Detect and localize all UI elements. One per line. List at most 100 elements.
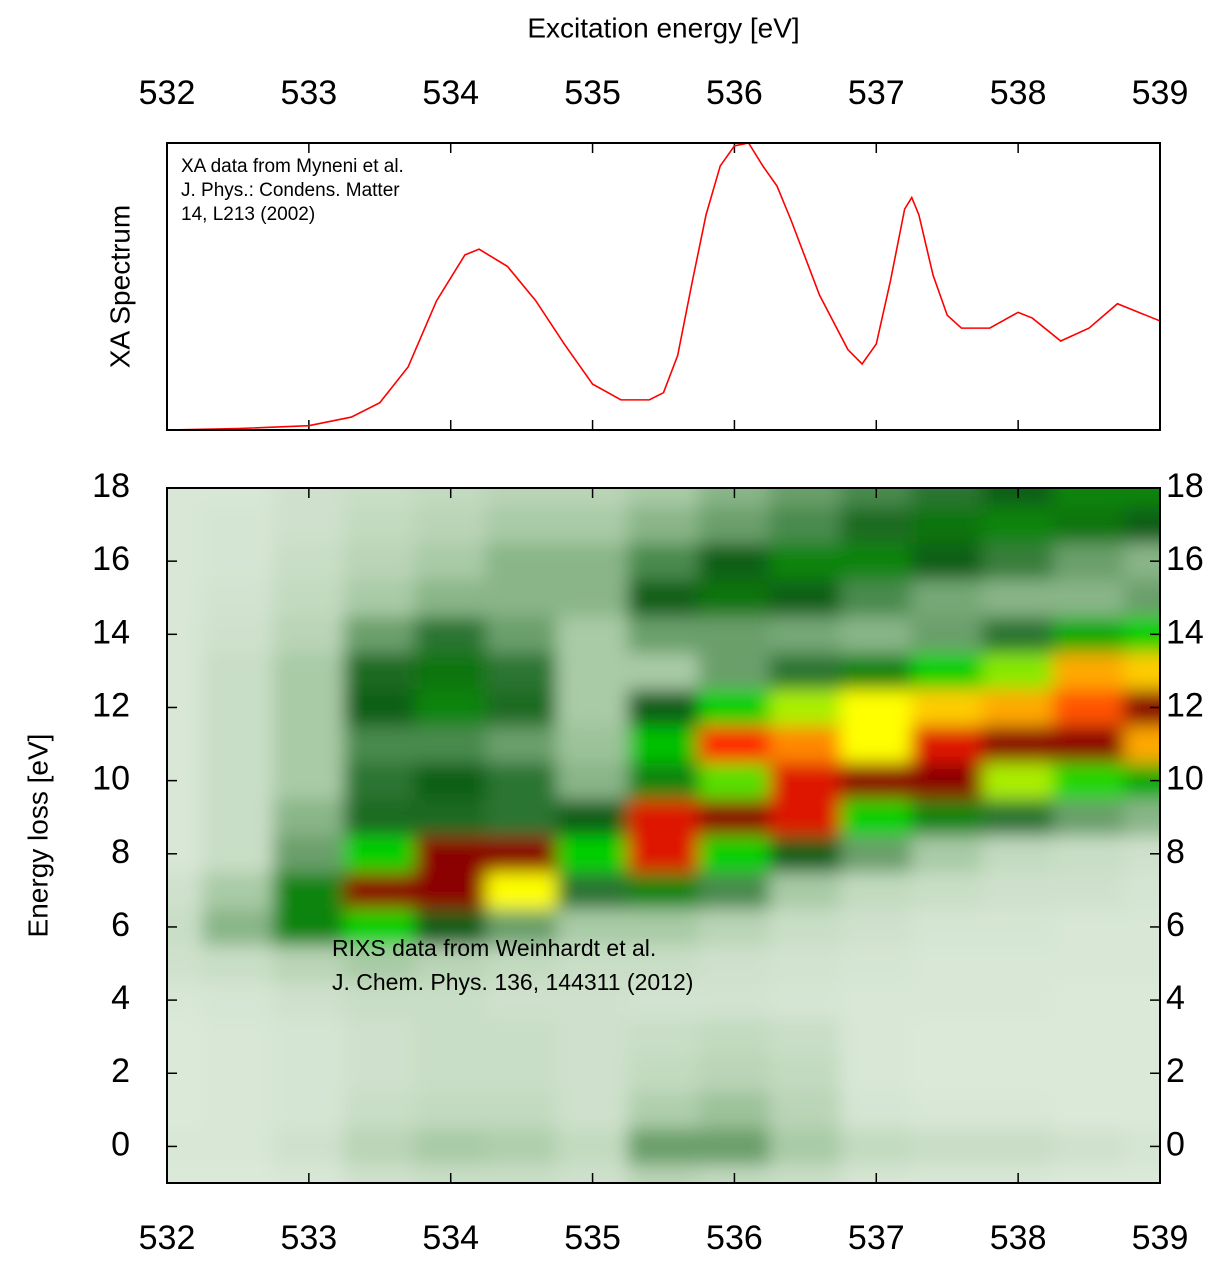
x-tick-label: 537 [848,1219,905,1257]
heat-cell [698,981,770,1019]
heat-cell [911,616,983,654]
heat-cell [769,579,841,617]
heat-cell [769,616,841,654]
heat-cell [415,1018,487,1056]
heat-cell [982,872,1054,910]
heatmap [131,469,1196,1202]
heat-cell [202,835,274,873]
heat-cell [769,981,841,1019]
heat-cell [486,652,558,690]
y-tick-label: 10 [92,760,130,798]
heat-cell [344,798,416,836]
heat-cell [486,542,558,580]
heat-cell [840,835,912,873]
heat-cell [769,798,841,836]
heat-cell [344,616,416,654]
x-tick-label: 536 [706,1219,763,1257]
heat-cell [911,1091,983,1129]
heat-cell [415,542,487,580]
heat-cell [628,652,700,690]
heat-cell [769,1054,841,1092]
heat-cell [557,652,629,690]
heat-cell [769,689,841,727]
heat-cell [202,762,274,800]
heat-cell [202,689,274,727]
heat-cell [840,542,912,580]
heat-cell [202,1054,274,1092]
heat-cell [557,1054,629,1092]
heat-cell [1053,798,1125,836]
heat-cell [415,1128,487,1166]
heat-cell [628,579,700,617]
heat-cell [273,1128,345,1166]
heat-cell [486,762,558,800]
heat-cell [273,798,345,836]
y-tick-label: 14 [92,613,130,651]
heat-cell [840,506,912,544]
heat-cell [911,945,983,983]
heat-cell [982,1054,1054,1092]
heat-cell [1053,689,1125,727]
heat-cell [911,1128,983,1166]
y2-tick-label: 10 [1166,760,1204,798]
heat-cell [344,1091,416,1129]
heat-cell [840,689,912,727]
heat-cell [415,1091,487,1129]
heat-cell [557,542,629,580]
heat-cell [273,1091,345,1129]
heat-cell [769,872,841,910]
x-tick-label: 537 [848,74,905,112]
heat-cell [769,1128,841,1166]
heat-cell [486,835,558,873]
heat-cell [486,1054,558,1092]
heat-cell [344,689,416,727]
heat-cell [982,506,1054,544]
heat-cell [982,981,1054,1019]
heat-cell [982,908,1054,946]
y-tick-label: 12 [92,686,130,724]
heat-cell [415,762,487,800]
heat-cell [698,908,770,946]
heat-cell [769,1018,841,1056]
heat-cell [344,1018,416,1056]
y2-tick-label: 16 [1166,540,1204,578]
heat-cell [698,798,770,836]
x-tick-label: 538 [990,1219,1047,1257]
heat-cell [486,798,558,836]
heat-cell [982,835,1054,873]
heat-cell [415,835,487,873]
heat-cell [982,579,1054,617]
x-tick-label: 533 [280,1219,337,1257]
heat-cell [557,798,629,836]
y2-tick-label: 4 [1166,979,1185,1017]
heat-cell [628,835,700,873]
heat-cell [698,725,770,763]
heat-cell [344,652,416,690]
heat-cell [1053,1018,1125,1056]
heat-cell [415,579,487,617]
x-tick-label: 538 [990,74,1047,112]
heat-cell [557,872,629,910]
heat-cell [628,689,700,727]
heat-cell [202,872,274,910]
heat-cell [982,689,1054,727]
heat-cell [840,872,912,910]
heat-cell [982,945,1054,983]
heat-cell [557,1091,629,1129]
heat-cell [1053,616,1125,654]
heat-cell [486,579,558,617]
heat-cell [202,652,274,690]
heat-cell [1053,981,1125,1019]
heat-cell [698,1018,770,1056]
heat-cell [344,579,416,617]
heat-cell [982,542,1054,580]
heat-cell [557,506,629,544]
heat-cell [698,506,770,544]
heat-cell [415,616,487,654]
heat-cell [202,981,274,1019]
heat-cell [911,1018,983,1056]
heat-cell [1053,1054,1125,1092]
x-tick-label: 534 [422,74,479,112]
heat-cell [911,981,983,1019]
x-tick-label: 535 [564,1219,621,1257]
